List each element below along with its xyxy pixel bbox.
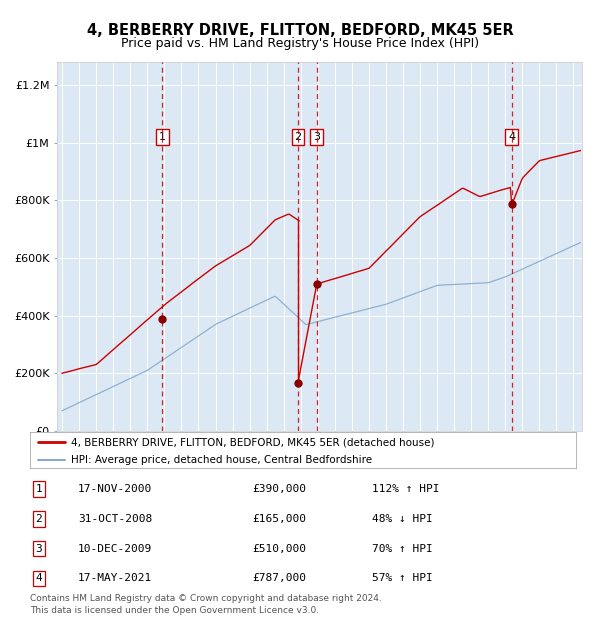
Text: Price paid vs. HM Land Registry's House Price Index (HPI): Price paid vs. HM Land Registry's House … [121,37,479,50]
Text: 31-OCT-2008: 31-OCT-2008 [78,514,152,524]
Text: 4, BERBERRY DRIVE, FLITTON, BEDFORD, MK45 5ER: 4, BERBERRY DRIVE, FLITTON, BEDFORD, MK4… [86,23,514,38]
Text: 17-MAY-2021: 17-MAY-2021 [78,574,152,583]
Text: £787,000: £787,000 [252,574,306,583]
Text: £390,000: £390,000 [252,484,306,494]
Text: 10-DEC-2009: 10-DEC-2009 [78,544,152,554]
Text: 2: 2 [35,514,43,524]
Text: 48% ↓ HPI: 48% ↓ HPI [372,514,433,524]
Text: 2: 2 [294,132,301,142]
Text: 112% ↑ HPI: 112% ↑ HPI [372,484,439,494]
Text: £165,000: £165,000 [252,514,306,524]
Text: 70% ↑ HPI: 70% ↑ HPI [372,544,433,554]
Text: 57% ↑ HPI: 57% ↑ HPI [372,574,433,583]
Text: 4: 4 [35,574,43,583]
Text: 4: 4 [508,132,515,142]
Text: 3: 3 [35,544,43,554]
Text: 17-NOV-2000: 17-NOV-2000 [78,484,152,494]
Text: Contains HM Land Registry data © Crown copyright and database right 2024.
This d: Contains HM Land Registry data © Crown c… [30,594,382,615]
Text: 3: 3 [313,132,320,142]
Text: 1: 1 [159,132,166,142]
Text: 4, BERBERRY DRIVE, FLITTON, BEDFORD, MK45 5ER (detached house): 4, BERBERRY DRIVE, FLITTON, BEDFORD, MK4… [71,437,434,447]
Text: HPI: Average price, detached house, Central Bedfordshire: HPI: Average price, detached house, Cent… [71,455,372,465]
Text: £510,000: £510,000 [252,544,306,554]
Text: 1: 1 [35,484,43,494]
